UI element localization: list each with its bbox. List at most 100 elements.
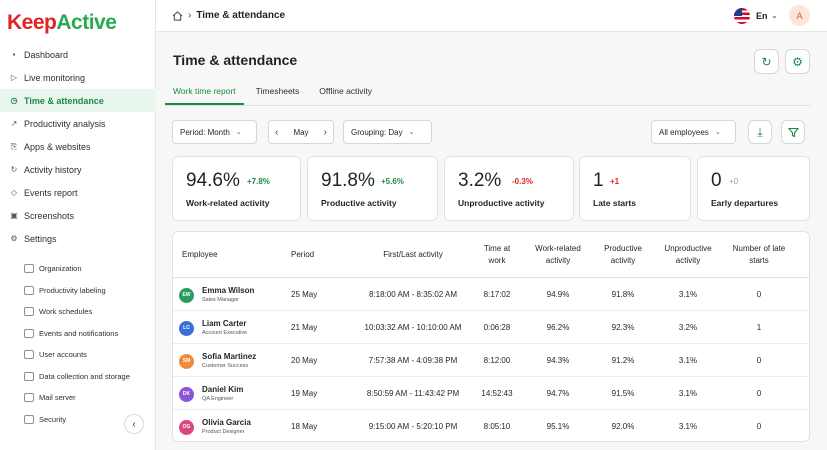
table-row[interactable]: LC Liam Carter Account Executive 21 May 1… <box>173 311 809 344</box>
tab-timesheets[interactable]: Timesheets <box>255 86 300 96</box>
time-at-work-cell: 0:06:28 <box>483 323 511 332</box>
avatar: SM <box>179 353 194 369</box>
settings-button[interactable]: ⚙ <box>785 49 810 74</box>
stat-delta: +5.6% <box>381 177 404 186</box>
period-select[interactable]: Period: Month ⌄ <box>172 120 257 144</box>
first-last-cell: 9:15:00 AM - 5:20:10 PM <box>368 422 458 431</box>
app-logo[interactable]: KeepActive <box>7 11 117 35</box>
sidebar-item-live-monitoring[interactable]: ▷ Live monitoring <box>0 66 156 89</box>
filter-icon <box>787 127 799 137</box>
dashboard-icon: ▪ <box>12 50 16 59</box>
stat-card-unproductive: 3.2% -0.3% Unproductive activity <box>444 156 574 221</box>
settings-item-data-collection[interactable]: Data collection and storage <box>0 366 156 388</box>
sidebar: KeepActive ▪ Dashboard ▷ Live monitoring ◷… <box>0 0 156 450</box>
stat-label: Early departures <box>711 198 779 208</box>
period-cell: 19 May <box>291 389 318 398</box>
first-last-cell: 7:57:38 AM - 4:09:38 PM <box>368 356 458 365</box>
productive-cell: 91.5% <box>611 389 635 398</box>
stat-delta: -0.3% <box>512 177 533 186</box>
first-last-cell: 8:50:59 AM - 11:43:42 PM <box>366 389 460 398</box>
settings-item-organization[interactable]: Organization <box>0 258 156 280</box>
stat-delta: +7.8% <box>247 177 270 186</box>
period-cell: 25 May <box>291 290 318 299</box>
settings-item-label: User accounts <box>39 350 87 360</box>
history-icon: ↻ <box>10 165 18 174</box>
chevron-left-icon[interactable]: ‹ <box>275 126 279 138</box>
sidebar-item-productivity-analysis[interactable]: ↗ Productivity analysis <box>0 112 156 135</box>
column-header-late-starts[interactable]: Number of late starts <box>732 244 786 265</box>
employee-name[interactable]: Liam Carter <box>202 319 247 328</box>
employee-name[interactable]: Olivia Garcia <box>202 418 251 427</box>
sidebar-item-label: Time & attendance <box>24 95 104 106</box>
play-icon: ▷ <box>10 73 18 82</box>
sidebar-item-events-report[interactable]: ◇ Events report <box>0 181 156 204</box>
unproductive-cell: 3.1% <box>678 290 698 299</box>
settings-item-productivity-labeling[interactable]: Productivity labeling <box>0 280 156 302</box>
tab-offline-activity[interactable]: Offline activity <box>319 86 373 96</box>
stat-label: Unproductive activity <box>458 198 545 208</box>
column-header-work-related[interactable]: Work-related activity <box>535 244 581 265</box>
sidebar-item-dashboard[interactable]: ▪ Dashboard <box>0 43 156 66</box>
column-header-unproductive[interactable]: Unproductive activity <box>664 244 712 265</box>
tab-work-time-report[interactable]: Work time report <box>165 78 244 105</box>
column-header-first-last[interactable]: First/Last activity <box>383 250 443 259</box>
page-title: Time & attendance <box>173 52 298 68</box>
employee-name[interactable]: Emma Wilson <box>202 286 255 295</box>
download-icon: ⤓ <box>757 124 763 139</box>
us-flag-icon <box>734 8 750 24</box>
employee-cell: OG Olivia Garcia Product Designer <box>179 418 251 436</box>
home-icon[interactable] <box>172 10 183 21</box>
time-at-work-cell: 14:52:43 <box>481 389 513 398</box>
table-row[interactable]: OG Olivia Garcia Product Designer 18 May … <box>173 410 809 441</box>
column-header-time-at-work[interactable]: Time at work <box>483 244 511 265</box>
gear-icon: ⚙ <box>10 234 18 243</box>
sidebar-item-time-attendance[interactable]: ◷ Time & attendance <box>0 89 156 112</box>
shield-icon <box>24 414 34 424</box>
settings-item-user-accounts[interactable]: User accounts <box>0 344 156 366</box>
employees-select[interactable]: All employees ⌄ <box>651 120 736 144</box>
breadcrumb: › Time & attendance <box>172 10 285 21</box>
grouping-select[interactable]: Grouping: Day ⌄ <box>343 120 432 144</box>
avatar: EW <box>179 287 194 303</box>
settings-item-events-notifications[interactable]: Events and notifications <box>0 323 156 345</box>
filter-button[interactable] <box>781 120 805 144</box>
settings-item-label: Work schedules <box>39 307 93 317</box>
download-button[interactable]: ⤓ <box>748 120 772 144</box>
chevron-down-icon: ⌄ <box>408 129 415 136</box>
employee-name[interactable]: Daniel Kim <box>202 385 244 394</box>
first-last-cell: 10:03:32 AM - 10:10:00 AM <box>364 323 462 332</box>
sidebar-item-screenshots[interactable]: ▣ Screenshots <box>0 204 156 227</box>
refresh-button[interactable]: ↻ <box>754 49 779 74</box>
unproductive-cell: 3.1% <box>678 389 698 398</box>
sidebar-item-settings[interactable]: ⚙ Settings <box>0 227 156 250</box>
productive-cell: 92.3% <box>611 323 635 332</box>
work-related-cell: 96.2% <box>546 323 570 332</box>
settings-item-security[interactable]: Security <box>0 409 156 431</box>
organization-icon <box>24 264 34 274</box>
table-row[interactable]: DK Daniel Kim QA Engineer 19 May 8:50:59 … <box>173 377 809 410</box>
column-header-employee[interactable]: Employee <box>182 250 218 259</box>
stat-value: 1 <box>593 170 604 191</box>
collapse-sidebar-button[interactable]: ‹ <box>124 414 144 434</box>
column-header-period[interactable]: Period <box>291 250 315 259</box>
employee-cell: DK Daniel Kim QA Engineer <box>179 385 243 403</box>
stat-label: Work-related activity <box>186 198 270 208</box>
calendar-icon <box>24 307 34 317</box>
table-row[interactable]: EW Emma Wilson Sales Manager 25 May 8:18:… <box>173 278 809 311</box>
column-header-productive[interactable]: Productive activity <box>604 244 642 265</box>
table-row[interactable]: SM Sofia Martinez Customer Success 20 May… <box>173 344 809 377</box>
chevron-right-icon[interactable]: › <box>323 126 327 138</box>
settings-item-work-schedules[interactable]: Work schedules <box>0 301 156 323</box>
language-selector[interactable]: En ⌄ <box>734 8 777 24</box>
employee-name[interactable]: Sofia Martinez <box>202 352 257 361</box>
sidebar-item-activity-history[interactable]: ↻ Activity history <box>0 158 156 181</box>
settings-item-label: Mail server <box>39 393 76 403</box>
sidebar-item-apps-websites[interactable]: ⎘ Apps & websites <box>0 135 156 158</box>
user-avatar[interactable]: A <box>789 5 810 26</box>
settings-item-mail-server[interactable]: Mail server <box>0 387 156 409</box>
late-starts-cell: 0 <box>756 422 762 431</box>
mail-icon <box>24 393 34 403</box>
user-icon <box>24 350 34 360</box>
productive-cell: 91.8% <box>611 290 635 299</box>
work-time-table: Employee Period First/Last activity Time… <box>172 231 810 442</box>
